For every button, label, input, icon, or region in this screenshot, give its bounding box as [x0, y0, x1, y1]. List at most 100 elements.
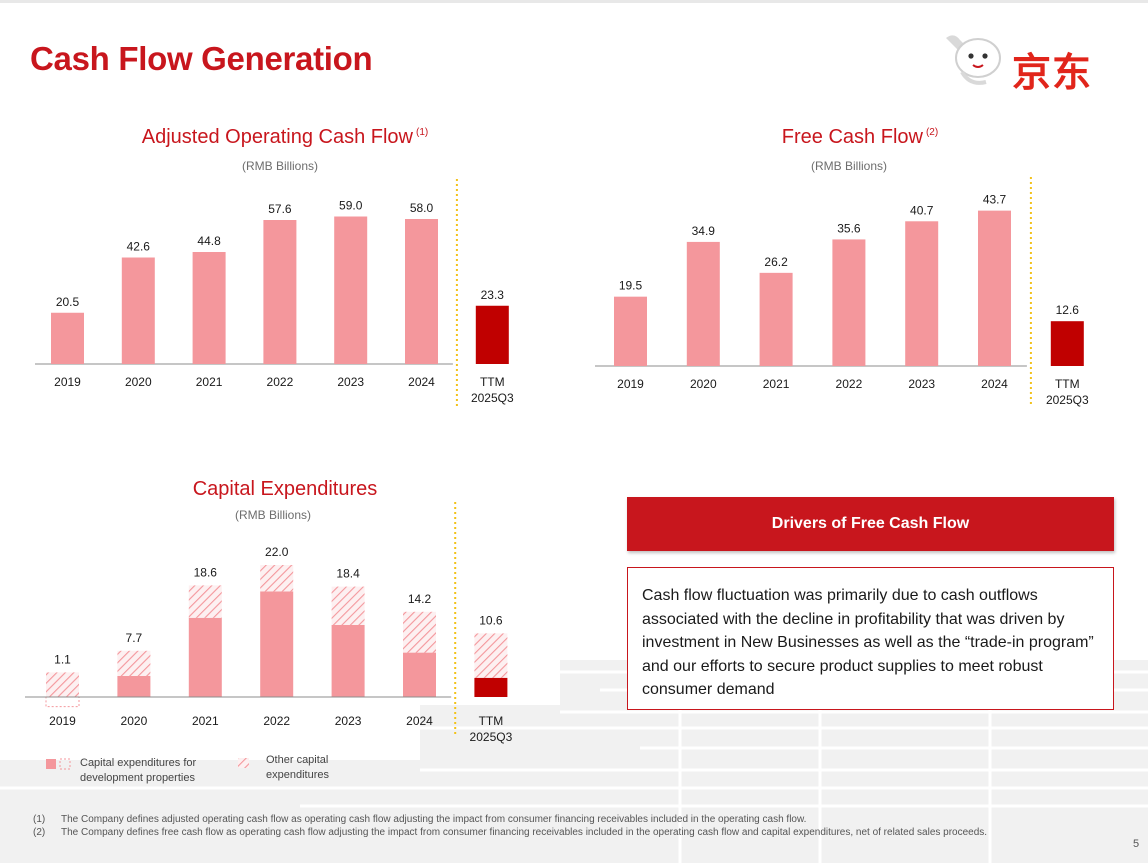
capex-other-bar-1 [117, 650, 151, 676]
legend-other-capex: Other capital expenditures [238, 753, 346, 783]
fcf-bar-0 [614, 296, 647, 366]
aocf-value-label: 44.8 [197, 234, 221, 248]
fcf-chart-title: Free Cash Flow (2) [781, 126, 939, 148]
legend-other-capex-swatch-icon [238, 758, 249, 768]
capex-other-bar-5 [403, 611, 436, 653]
aocf-bar-1 [121, 257, 155, 364]
aocf-tick-label: 2021 [196, 375, 223, 389]
footnote-1-text: The Company defines adjusted operating c… [61, 814, 807, 825]
capex-dev-bar-3 [260, 591, 294, 697]
capex-other-bar-4 [331, 586, 365, 625]
capex-value-label: 18.6 [194, 565, 218, 579]
capex-dev-bar-2 [188, 617, 222, 697]
capex-value-label: 18.4 [336, 567, 360, 581]
fcf-tick-label: 2019 [617, 377, 644, 391]
fcf-tick-label: 2021 [763, 377, 790, 391]
capex-other-bar-0 [46, 672, 79, 697]
fcf-bar-3 [832, 239, 866, 366]
fcf-bar-1 [686, 241, 720, 366]
footnotes: (1) The Company defines adjusted operati… [33, 813, 1123, 839]
capex-chart-title: Capital Expenditures [192, 478, 378, 500]
aocf-tick-label: 2024 [408, 375, 435, 389]
capex-value-label: 14.2 [408, 592, 432, 606]
aocf-tick-label: 2025Q3 [471, 391, 514, 405]
capex-dev-bar-4 [331, 625, 365, 697]
capex-other-bar-6 [474, 633, 508, 678]
aocf-tick-label: 2019 [54, 375, 81, 389]
fcf-bar-chart: 19.5 2019 34.9 2020 26.2 2021 35.6 2022 40.7 2023… [595, 177, 1089, 407]
fcf-value-label: 35.6 [837, 221, 861, 235]
capex-dev-bar-1 [117, 676, 151, 697]
footnote-1: (1) The Company defines adjusted operati… [33, 813, 1123, 826]
legend-dev-properties: Capital expenditures for development pro… [46, 756, 215, 786]
fcf-bar-6 [1050, 321, 1084, 366]
fcf-value-label: 26.2 [764, 255, 788, 269]
footnote-2: (2) The Company defines free cash flow a… [33, 826, 1123, 839]
drivers-description: Cash flow fluctuation was primarily due … [627, 567, 1114, 710]
capex-bar-chart: 1.1 2019 7.7 2020 18.6 2021 22.0 2022 18.4 2023 14… [25, 502, 513, 744]
aocf-value-label: 23.3 [481, 288, 505, 302]
fcf-tick-label: TTM [1055, 377, 1080, 391]
aocf-value-label: 59.0 [339, 199, 363, 213]
capex-dev-bar-5 [403, 652, 436, 697]
aocf-value-label: 57.6 [268, 202, 292, 216]
capex-value-label: 22.0 [265, 545, 289, 559]
legend-dev-properties-label: Capital expenditures for development pro… [80, 757, 197, 784]
legend-other-capex-label: Other capital expenditures [266, 754, 329, 781]
fcf-tick-label: 2020 [690, 377, 717, 391]
aocf-value-label: 58.0 [410, 201, 434, 215]
footnote-2-number: (2) [33, 827, 46, 838]
footnote-2-text: The Company defines free cash flow as op… [61, 827, 988, 838]
capex-chart-subtitle: (RMB Billions) [234, 508, 311, 522]
fcf-tick-label: 2023 [908, 377, 935, 391]
capex-dev-bar-6 [474, 677, 508, 697]
jd-logo-text: 京东 [1012, 51, 1093, 96]
fcf-tick-label: 2022 [836, 377, 863, 391]
drivers-heading: Drivers of Free Cash Flow [627, 497, 1114, 551]
page-number: 5 [1133, 838, 1140, 850]
capex-tick-label: TTM [479, 714, 504, 728]
aocf-bar-0 [51, 312, 84, 364]
jd-mascot-icon [946, 35, 1001, 85]
fcf-footnote-marker: (2) [925, 127, 939, 139]
aocf-bar-5 [405, 219, 438, 364]
aocf-bar-2 [192, 252, 226, 364]
capex-dev-bar-0 [45, 696, 80, 708]
legend-dev-properties-swatch-icon [46, 758, 71, 770]
jd-logo: 京东 [940, 28, 1120, 96]
fcf-bar-5 [978, 210, 1011, 366]
fcf-value-label: 43.7 [983, 193, 1007, 207]
aocf-bar-3 [263, 220, 297, 364]
capex-tick-label: 2025Q3 [470, 730, 513, 744]
capex-tick-label: 2024 [406, 714, 433, 728]
aocf-tick-label: TTM [480, 375, 505, 389]
capex-value-label: 10.6 [479, 613, 503, 627]
aocf-value-label: 20.5 [56, 295, 80, 309]
aocf-bar-chart: 20.5 2019 42.6 2020 44.8 2021 57.6 2022 59.0 2023… [35, 179, 514, 407]
capex-tick-label: 2021 [192, 714, 219, 728]
capex-value-label: 1.1 [54, 652, 71, 666]
aocf-tick-label: 2023 [337, 375, 364, 389]
aocf-chart-subtitle: (RMB Billions) [241, 159, 318, 173]
aocf-chart-title: Adjusted Operating Cash Flow (1) [141, 126, 429, 148]
aocf-tick-label: 2022 [267, 375, 294, 389]
aocf-value-label: 42.6 [127, 240, 151, 254]
capex-tick-label: 2023 [335, 714, 362, 728]
fcf-value-label: 19.5 [619, 279, 643, 293]
aocf-tick-label: 2020 [125, 375, 152, 389]
capex-tick-label: 2020 [121, 714, 148, 728]
fcf-value-label: 34.9 [692, 224, 716, 238]
aocf-footnote-marker: (1) [416, 127, 429, 139]
capex-other-bar-3 [260, 565, 294, 592]
fcf-tick-label: 2025Q3 [1046, 393, 1089, 407]
aocf-bar-6 [475, 305, 509, 364]
fcf-value-label: 12.6 [1056, 303, 1080, 317]
capex-value-label: 7.7 [126, 631, 143, 645]
fcf-tick-label: 2024 [981, 377, 1008, 391]
page-title: Cash Flow Generation [30, 40, 373, 77]
fcf-value-label: 40.7 [910, 203, 934, 217]
aocf-bar-4 [334, 216, 368, 364]
fcf-chart-subtitle: (RMB Billions) [810, 159, 887, 173]
footnote-1-number: (1) [33, 814, 46, 825]
capex-other-bar-2 [188, 585, 222, 618]
